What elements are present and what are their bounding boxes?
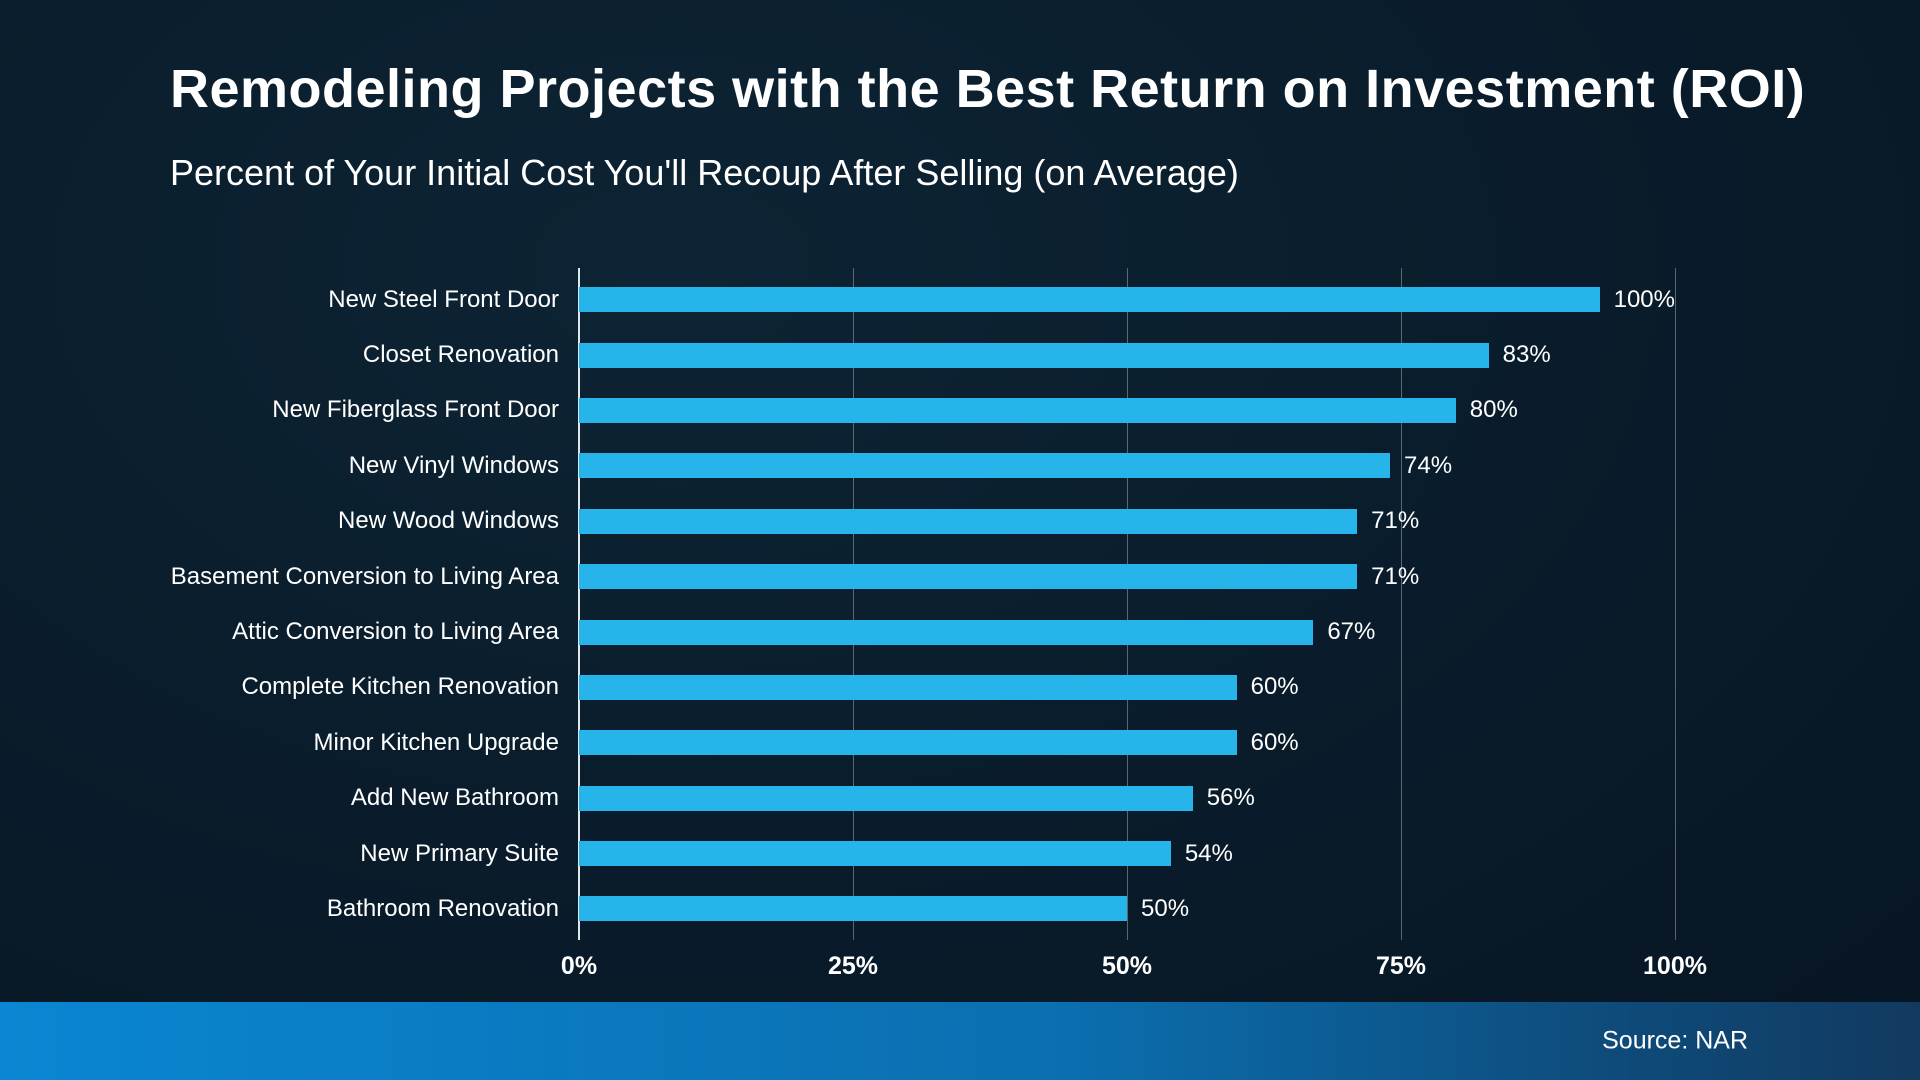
source-label: Source: NAR <box>1602 1026 1748 1055</box>
bar-row: Closet Renovation 83% <box>0 327 1920 382</box>
bar <box>579 342 1489 368</box>
category-label: Complete Kitchen Renovation <box>241 673 559 701</box>
bar-row: New Primary Suite 54% <box>0 826 1920 881</box>
bar-value-label: 83% <box>1502 341 1551 369</box>
bar-value-label: 50% <box>1141 894 1190 922</box>
bar-value-label: 74% <box>1404 451 1453 479</box>
chart-title: Remodeling Projects with the Best Return… <box>170 59 1806 119</box>
bar <box>579 841 1171 867</box>
bar-track: 100% <box>579 272 1675 327</box>
bar-row: Attic Conversion to Living Area 67% <box>0 604 1920 659</box>
bar-value-label: 80% <box>1469 396 1518 424</box>
bar-row: New Fiberglass Front Door 80% <box>0 383 1920 438</box>
category-label: New Primary Suite <box>360 839 559 867</box>
gridline <box>853 268 854 940</box>
y-axis-line <box>578 268 580 940</box>
bar-value-label: 56% <box>1206 784 1255 812</box>
bar <box>579 508 1358 534</box>
category-label: New Fiberglass Front Door <box>272 396 559 424</box>
bar-value-label: 71% <box>1371 562 1420 590</box>
category-label: Bathroom Renovation <box>326 894 559 922</box>
gridline <box>1675 268 1676 940</box>
gridline <box>1401 268 1402 940</box>
x-tick-label: 25% <box>827 952 879 980</box>
bar <box>579 730 1237 756</box>
bar-track: 83% <box>579 327 1675 382</box>
category-label: Attic Conversion to Living Area <box>232 618 559 646</box>
bar-row: New Vinyl Windows 74% <box>0 438 1920 493</box>
bar-track: 67% <box>579 604 1675 659</box>
bar-row: Complete Kitchen Renovation 60% <box>0 660 1920 715</box>
category-label: New Steel Front Door <box>328 285 559 313</box>
bar-row: New Wood Windows 71% <box>0 494 1920 549</box>
bar-value-label: 60% <box>1250 673 1299 701</box>
bar-value-label: 67% <box>1327 618 1376 646</box>
category-label: New Wood Windows <box>338 507 559 535</box>
bar-row: Minor Kitchen Upgrade 60% <box>0 715 1920 770</box>
x-tick-label: 50% <box>1101 952 1153 980</box>
chart-subtitle: Percent of Your Initial Cost You'll Reco… <box>170 152 1239 193</box>
plot-gridlines <box>578 268 1676 940</box>
category-label: Closet Renovation <box>362 341 559 369</box>
bar-track: 74% <box>579 438 1675 493</box>
bar <box>579 564 1358 590</box>
bar-value-label: 54% <box>1184 839 1233 867</box>
bar-track: 56% <box>579 771 1675 826</box>
category-label: Minor Kitchen Upgrade <box>313 728 559 756</box>
x-tick-label: 0% <box>560 952 598 980</box>
bar <box>579 619 1314 645</box>
bar-track: 71% <box>579 549 1675 604</box>
bar-track: 60% <box>579 660 1675 715</box>
bar <box>579 287 1600 313</box>
category-label: Add New Bathroom <box>350 784 559 812</box>
bar <box>579 397 1456 423</box>
bar <box>579 674 1237 700</box>
x-tick-label: 100% <box>1643 952 1707 980</box>
bar-track: 80% <box>579 383 1675 438</box>
bar-row: Bathroom Renovation 50% <box>0 881 1920 936</box>
bar-track: 50% <box>579 881 1675 936</box>
bar-value-label: 100% <box>1613 285 1675 313</box>
bar <box>579 785 1193 811</box>
bar-track: 60% <box>579 715 1675 770</box>
bar <box>579 453 1391 479</box>
bar-value-label: 60% <box>1250 728 1299 756</box>
bar-value-label: 71% <box>1371 507 1420 535</box>
category-label: New Vinyl Windows <box>348 451 559 479</box>
bar-track: 71% <box>579 494 1675 549</box>
bar <box>579 896 1127 922</box>
source-band: Source: NAR <box>0 1002 1920 1080</box>
bar-rows: New Steel Front Door 100% Closet Renovatio… <box>0 272 1920 937</box>
x-axis-tick-labels: 0% 25% 50% 75% 100% <box>561 952 1707 984</box>
x-tick-label: 75% <box>1375 952 1427 980</box>
bar-row: Add New Bathroom 56% <box>0 771 1920 826</box>
bar-row: Basement Conversion to Living Area 71% <box>0 549 1920 604</box>
category-label: Basement Conversion to Living Area <box>170 562 559 590</box>
bar-track: 54% <box>579 826 1675 881</box>
bar-row: New Steel Front Door 100% <box>0 272 1920 327</box>
gridline <box>1127 268 1128 940</box>
